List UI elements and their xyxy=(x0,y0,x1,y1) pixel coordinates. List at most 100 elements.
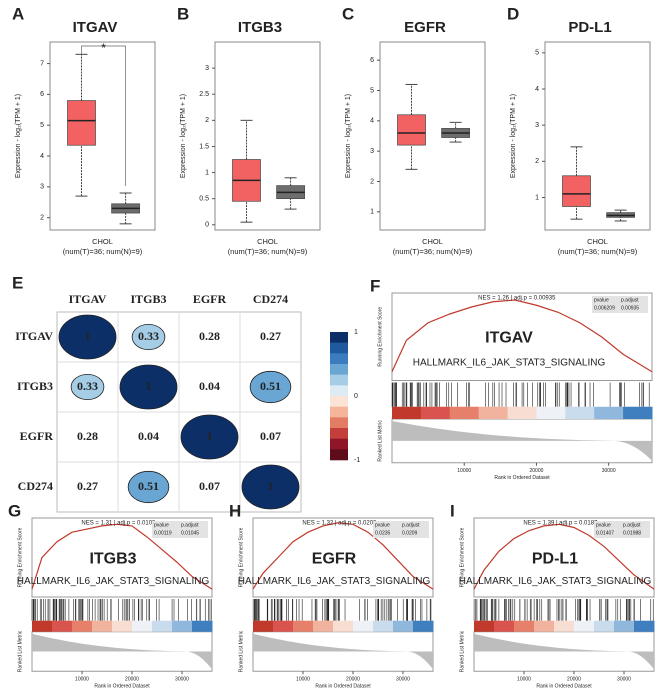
x-axis-sublabel: (num(T)=36; num(N)=9) xyxy=(558,247,638,256)
panel-label: C xyxy=(342,4,354,23)
rank-band xyxy=(132,620,153,632)
box xyxy=(397,114,426,146)
y-tick-label: 4 xyxy=(370,118,374,125)
y-tick-label: 3 xyxy=(205,65,209,72)
table-cell: p.adjust xyxy=(621,297,639,303)
row-label: ITGB3 xyxy=(17,379,53,393)
corr-value: 0.28 xyxy=(199,329,220,343)
corr-value: 1 xyxy=(207,429,213,443)
corr-value: 0.07 xyxy=(199,479,220,493)
y-axis-label: Running Enrichment Score xyxy=(238,527,244,587)
y-tick-label: 3 xyxy=(535,122,539,129)
corr-ellipse xyxy=(131,323,166,351)
colorbar-swatch xyxy=(330,353,348,365)
x-tick-label: 30000 xyxy=(396,677,410,683)
x-tick-label: 20000 xyxy=(125,677,139,683)
table-cell: p.adjust xyxy=(623,522,641,528)
rank-band xyxy=(313,620,334,632)
rank-band xyxy=(474,620,495,632)
y-tick-label: 3 xyxy=(40,184,44,191)
plot-frame xyxy=(214,41,321,231)
ranked-metric xyxy=(32,633,212,670)
panel-label: G xyxy=(8,501,21,520)
rank-band xyxy=(514,620,535,632)
corr-value: 0.51 xyxy=(138,479,159,493)
colorbar-swatch xyxy=(330,342,348,354)
rank-band xyxy=(152,620,173,632)
ranked-metric xyxy=(474,633,654,670)
table-cell: pvalue xyxy=(596,522,611,528)
rank-band xyxy=(534,620,555,632)
es-curve xyxy=(391,299,653,373)
x-tick-label: 10000 xyxy=(517,677,531,683)
rank-band xyxy=(536,406,566,419)
corr-value: 0.33 xyxy=(77,379,98,393)
es-curve xyxy=(473,523,655,590)
colorbar-swatch xyxy=(330,332,348,343)
y-tick-label: 2 xyxy=(40,215,44,222)
es-curve xyxy=(31,523,213,590)
rank-band xyxy=(594,620,615,632)
x-tick-label: 10000 xyxy=(457,468,471,474)
es-frame xyxy=(252,517,434,598)
stats-table xyxy=(373,521,429,538)
y-axis-label: Running Enrichment Score xyxy=(17,527,23,587)
chart-title: ITGAV xyxy=(73,19,118,36)
rank-band xyxy=(594,406,624,419)
x-axis-label: Rank in Ordered Dataset xyxy=(315,684,371,690)
rank-band xyxy=(565,406,595,419)
table-cell: 0.00119 xyxy=(154,530,172,536)
chart-title: ITGB3 xyxy=(238,19,282,36)
colorbar-swatch xyxy=(330,374,348,386)
corr-value: 1 xyxy=(85,329,91,343)
rank-band xyxy=(293,620,314,632)
rank-band xyxy=(373,620,394,632)
colorbar-swatch xyxy=(330,385,348,397)
y-axis-label-2: Ranked List Metric xyxy=(238,630,244,672)
gene-label: ITGAV xyxy=(485,330,533,347)
rank-band xyxy=(449,406,480,419)
plot-frame xyxy=(49,41,156,231)
corr-ellipse xyxy=(249,370,292,404)
panel-label: I xyxy=(450,501,455,520)
y-axis-label: Expression - log₂(TPM + 1) xyxy=(15,94,22,178)
x-axis-label: CHOL xyxy=(587,237,608,246)
corr-value: 0.27 xyxy=(260,329,281,343)
x-axis-label: CHOL xyxy=(92,237,113,246)
panel-label: F xyxy=(370,276,380,295)
es-frame xyxy=(391,292,653,381)
rank-band xyxy=(392,406,422,419)
rank-band xyxy=(52,620,73,632)
y-tick-label: 5 xyxy=(40,122,44,129)
table-cell: 0.00935 xyxy=(621,305,639,311)
rank-band xyxy=(253,620,274,632)
rank-band xyxy=(634,620,655,632)
x-axis-label: Rank in Ordered Dataset xyxy=(536,684,592,690)
y-tick-label: 1 xyxy=(370,209,374,216)
corr-ellipse xyxy=(127,470,170,504)
table-cell: 0.006209 xyxy=(594,305,615,311)
column-label: ITGB3 xyxy=(130,292,166,306)
panel-label: D xyxy=(507,4,519,23)
corr-value: 0.28 xyxy=(77,429,98,443)
table-cell: pvalue xyxy=(594,297,609,303)
y-tick-label: 6 xyxy=(370,57,374,64)
y-tick-label: 7 xyxy=(40,60,44,67)
stats: NES = 1.31 | adj.p = 0.0103 xyxy=(81,521,156,527)
row-label: CD274 xyxy=(18,479,53,493)
corr-ellipse xyxy=(119,364,178,410)
gene-label: EGFR xyxy=(312,550,357,567)
corr-value: 1 xyxy=(146,379,152,393)
rank-band xyxy=(507,406,537,419)
box xyxy=(67,100,96,146)
y-tick-label: 4 xyxy=(40,153,44,160)
corr-value: 0.04 xyxy=(138,429,159,443)
geneset-label: HALLMARK_IL6_JAK_STAT3_SIGNALING xyxy=(459,576,652,587)
y-tick-label: 2 xyxy=(535,158,539,165)
corr-ellipse xyxy=(180,414,239,460)
x-axis-label: CHOL xyxy=(422,237,443,246)
row-label: ITGAV xyxy=(15,329,53,343)
table-cell: 0.01045 xyxy=(181,530,199,536)
panel-label: H xyxy=(229,501,241,520)
